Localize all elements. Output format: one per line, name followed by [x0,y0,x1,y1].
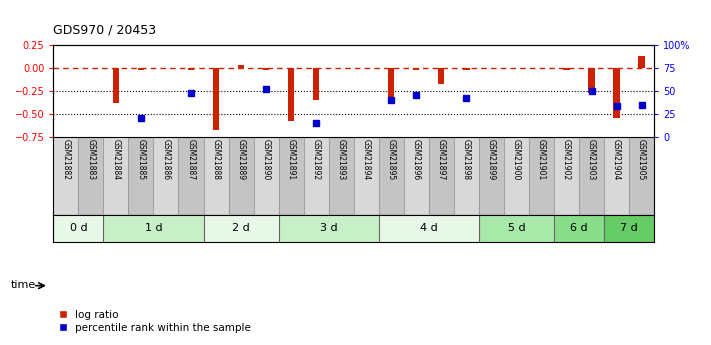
Text: GSM21901: GSM21901 [537,139,546,180]
Text: GSM21898: GSM21898 [462,139,471,180]
Bar [629,137,654,215]
Bar [638,56,645,68]
Bar [413,68,419,70]
Text: GSM21896: GSM21896 [412,139,421,180]
Legend: log ratio, percentile rank within the sample: log ratio, percentile rank within the sa… [58,310,251,333]
Text: GSM21905: GSM21905 [637,139,646,180]
Bar [238,65,244,68]
Text: 3 d: 3 d [320,224,338,233]
Bar [379,137,404,215]
Bar [529,137,554,215]
Bar [604,137,629,215]
Text: GSM21902: GSM21902 [562,139,571,180]
Text: 1 d: 1 d [144,224,162,233]
Text: 4 d: 4 d [420,224,438,233]
Text: 2 d: 2 d [232,224,250,233]
Text: GSM21890: GSM21890 [262,139,271,180]
Bar [188,68,194,70]
Text: GSM21891: GSM21891 [287,139,296,180]
Bar [579,137,604,215]
Text: GSM21887: GSM21887 [186,139,196,180]
Text: GSM21885: GSM21885 [137,139,146,180]
Bar [604,215,654,242]
Text: GSM21904: GSM21904 [612,139,621,180]
Text: 7 d: 7 d [620,224,638,233]
Bar [138,68,144,70]
Bar [479,137,504,215]
Text: 6 d: 6 d [570,224,588,233]
Text: 5 d: 5 d [508,224,525,233]
Bar [53,137,78,215]
Bar [504,137,529,215]
Bar [304,137,328,215]
Text: GSM21903: GSM21903 [587,139,596,180]
Bar [554,137,579,215]
Bar [228,137,254,215]
Bar [263,68,269,70]
Bar [313,68,319,100]
Bar [589,68,594,92]
Text: GSM21883: GSM21883 [86,139,95,180]
Bar [203,137,228,215]
Bar [213,68,219,130]
Bar [203,215,279,242]
Bar [103,215,203,242]
Bar [379,215,479,242]
Text: GSM21888: GSM21888 [212,139,220,180]
Bar [438,68,444,84]
Text: GSM21892: GSM21892 [311,139,321,180]
Bar [113,68,119,103]
Text: GSM21886: GSM21886 [161,139,171,180]
Bar [464,68,469,70]
Bar [78,137,103,215]
Bar [328,137,353,215]
Text: 0 d: 0 d [70,224,87,233]
Text: GSM21899: GSM21899 [487,139,496,180]
Bar [429,137,454,215]
Bar [454,137,479,215]
Bar [288,68,294,121]
Text: GSM21897: GSM21897 [437,139,446,180]
Bar [154,137,178,215]
Bar [479,215,554,242]
Bar [388,68,395,100]
Bar [178,137,203,215]
Text: GSM21884: GSM21884 [112,139,120,180]
Bar [254,137,279,215]
Text: GSM21894: GSM21894 [362,139,370,180]
Text: GDS970 / 20453: GDS970 / 20453 [53,23,156,36]
Bar [279,215,379,242]
Text: time: time [11,280,36,289]
Bar [353,137,379,215]
Text: GSM21889: GSM21889 [237,139,245,180]
Text: GSM21893: GSM21893 [337,139,346,180]
Bar [279,137,304,215]
Bar [53,215,103,242]
Text: GSM21900: GSM21900 [512,139,521,180]
Bar [129,137,154,215]
Bar [103,137,129,215]
Bar [554,215,604,242]
Text: GSM21882: GSM21882 [61,139,70,180]
Bar [404,137,429,215]
Bar [563,68,570,70]
Text: GSM21895: GSM21895 [387,139,396,180]
Bar [614,68,620,118]
